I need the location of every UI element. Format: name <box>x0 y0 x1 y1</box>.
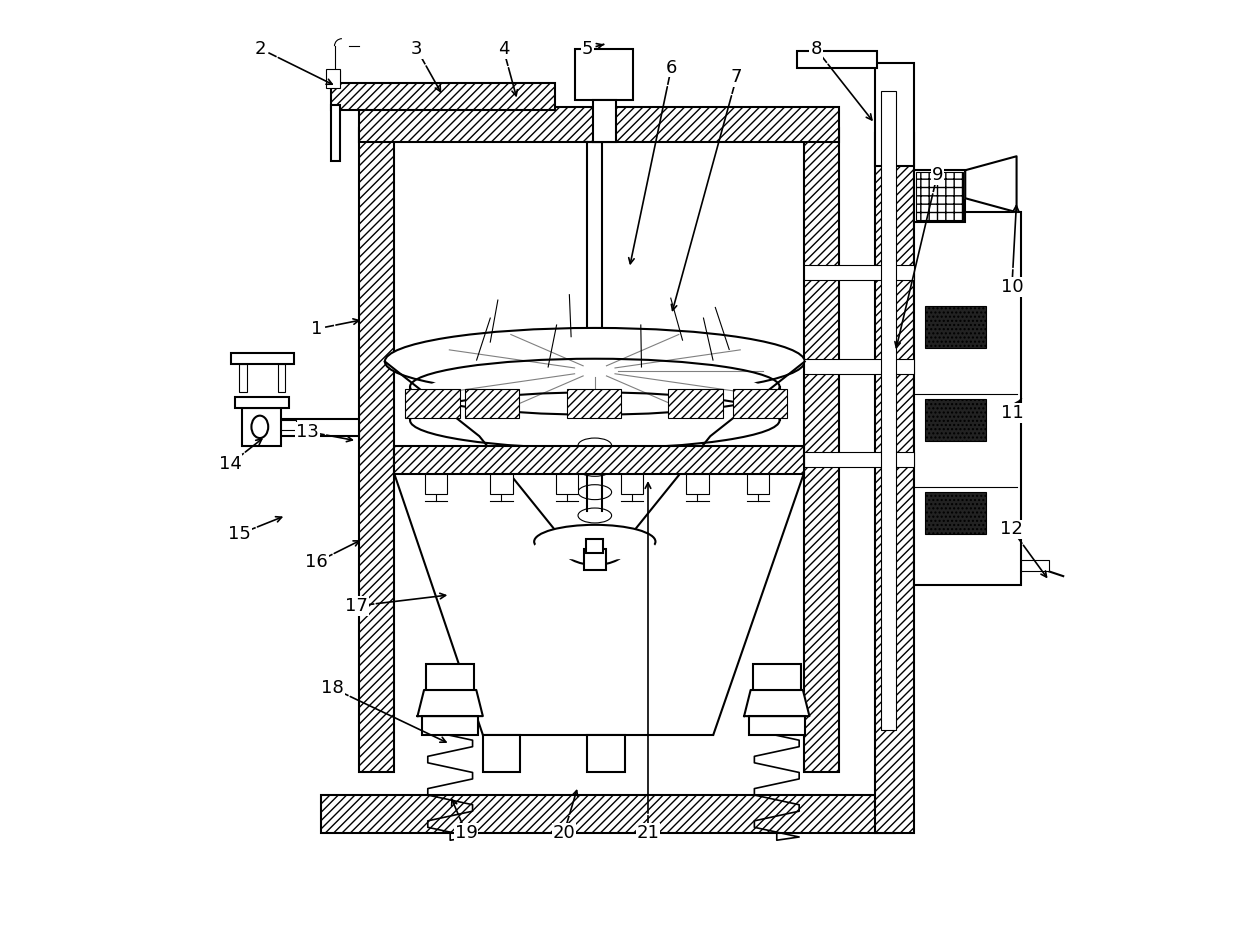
Text: 13: 13 <box>296 422 319 440</box>
Bar <box>278 365 285 392</box>
Bar <box>422 716 479 735</box>
Text: 8: 8 <box>810 40 822 58</box>
Bar <box>575 49 634 100</box>
Bar <box>914 212 1022 585</box>
Bar <box>925 399 986 441</box>
Text: 15: 15 <box>228 526 250 544</box>
Bar <box>874 63 914 166</box>
Bar <box>265 420 358 437</box>
Bar <box>234 397 289 408</box>
Bar <box>749 716 805 735</box>
Bar <box>326 69 340 88</box>
Bar <box>916 172 963 220</box>
Bar <box>880 91 897 730</box>
Polygon shape <box>418 690 482 716</box>
Bar <box>668 388 723 419</box>
Text: 2: 2 <box>255 40 267 58</box>
Bar <box>925 306 986 348</box>
Bar <box>331 72 340 83</box>
Polygon shape <box>744 690 810 716</box>
Ellipse shape <box>534 525 656 559</box>
Text: 11: 11 <box>1001 403 1023 421</box>
Text: 1: 1 <box>311 320 322 338</box>
Bar <box>804 128 839 772</box>
Ellipse shape <box>252 416 268 438</box>
Bar <box>331 83 554 110</box>
Text: 12: 12 <box>1001 521 1023 539</box>
Bar <box>358 107 839 142</box>
Bar <box>797 51 877 67</box>
Bar <box>804 359 914 374</box>
Bar <box>733 388 787 419</box>
Bar <box>281 420 296 430</box>
Bar <box>482 735 520 772</box>
Text: 3: 3 <box>410 40 423 58</box>
Ellipse shape <box>534 534 656 561</box>
Bar <box>746 474 769 494</box>
Bar <box>804 452 914 467</box>
Bar <box>394 164 804 772</box>
Text: 20: 20 <box>553 824 575 842</box>
Text: 16: 16 <box>305 553 329 571</box>
Bar <box>425 664 475 690</box>
Bar <box>321 795 895 832</box>
Text: 17: 17 <box>346 597 368 615</box>
Ellipse shape <box>563 531 626 565</box>
Bar <box>588 735 625 772</box>
Bar <box>584 549 606 569</box>
Bar <box>465 388 520 419</box>
Text: 14: 14 <box>218 456 242 474</box>
Bar <box>804 265 914 280</box>
Ellipse shape <box>410 362 780 445</box>
Bar <box>621 474 644 494</box>
Text: 9: 9 <box>931 166 942 184</box>
Text: 18: 18 <box>321 679 343 697</box>
Ellipse shape <box>384 328 805 395</box>
Bar <box>874 133 914 832</box>
Text: 21: 21 <box>636 824 660 842</box>
Bar <box>405 388 460 419</box>
Bar <box>925 492 986 534</box>
Bar <box>331 105 340 161</box>
Bar <box>1022 561 1049 571</box>
Bar <box>239 365 247 392</box>
Text: 6: 6 <box>666 59 677 77</box>
Text: 19: 19 <box>455 824 477 842</box>
Bar <box>556 474 578 494</box>
Polygon shape <box>965 156 1017 212</box>
Bar <box>587 539 603 553</box>
Bar <box>914 170 965 222</box>
Bar <box>358 128 394 772</box>
Text: 10: 10 <box>1001 277 1023 295</box>
Text: 7: 7 <box>730 68 743 86</box>
Bar <box>567 388 621 419</box>
Bar <box>394 445 804 474</box>
Bar <box>593 100 616 142</box>
Bar <box>753 664 801 690</box>
Text: 4: 4 <box>497 40 510 58</box>
Bar <box>231 353 294 365</box>
Bar <box>242 408 281 445</box>
Bar <box>490 474 512 494</box>
Bar <box>686 474 708 494</box>
Bar <box>425 474 448 494</box>
Text: 5: 5 <box>582 40 593 58</box>
